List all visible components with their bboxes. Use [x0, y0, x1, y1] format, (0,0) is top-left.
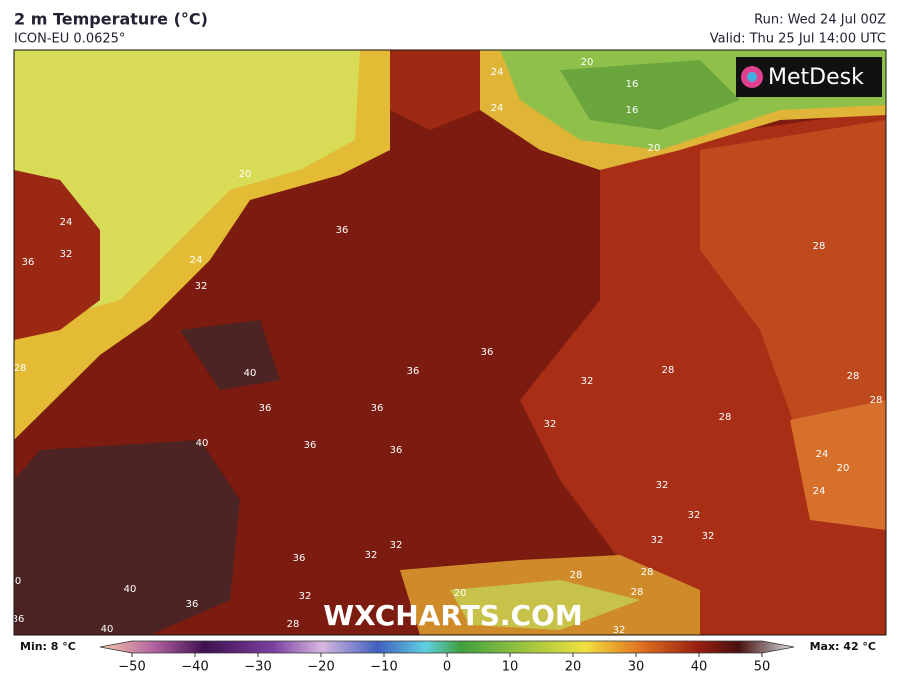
contour-label: 16 [626, 79, 639, 90]
contour-label: 36 [186, 599, 199, 610]
contour-label: 0 [15, 576, 21, 587]
colorbar-tick-label: 40 [691, 660, 708, 675]
contour-label: 32 [702, 531, 715, 542]
contour-label: 40 [101, 624, 114, 635]
colorbar [99, 640, 795, 654]
contour-label: 32 [581, 376, 594, 387]
contour-label: 20 [239, 169, 252, 180]
contour-label: 32 [651, 535, 664, 546]
contour-label: 36 [336, 225, 349, 236]
map-frame [13, 49, 887, 636]
colorbar-tick-label: 30 [628, 660, 645, 675]
contour-label: 40 [124, 584, 137, 595]
colorbar-tick-label: 0 [443, 660, 451, 675]
contour-label: 32 [195, 281, 208, 292]
contour-label: 24 [190, 255, 203, 266]
colorbar-tick-label: −30 [244, 660, 271, 675]
contour-label: 28 [641, 567, 654, 578]
contour-label: 32 [613, 625, 626, 636]
contour-label: 24 [60, 217, 73, 228]
contour-label: 28 [631, 587, 644, 598]
contour-label: 36 [293, 553, 306, 564]
title: 2 m Temperature (°C) [14, 10, 208, 29]
model: ICON-EU 0.0625° [14, 32, 125, 47]
contour-label: 36 [481, 347, 494, 358]
colorbar-tick-label: 50 [754, 660, 771, 675]
contour-label: 28 [847, 371, 860, 382]
colorbar-tick-label: −10 [370, 660, 397, 675]
contour-label: 28 [14, 363, 27, 374]
colorbar-tick-label: −20 [307, 660, 334, 675]
logo-icon-inner [747, 72, 757, 82]
contour-label: 28 [719, 412, 732, 423]
contour-label: 36 [407, 366, 420, 377]
contour-label: 24 [491, 67, 504, 78]
contour-label: 28 [570, 570, 583, 581]
colorbar-tick-label: 10 [502, 660, 519, 675]
min-label: Min: 8 °C [20, 640, 76, 653]
contour-label: 24 [816, 449, 829, 460]
contour-label: 32 [365, 550, 378, 561]
max-label: Max: 42 °C [810, 640, 876, 653]
contour-label: 28 [870, 395, 883, 406]
contour-label: 28 [287, 619, 300, 630]
contour-label: 32 [299, 591, 312, 602]
contour-label: 28 [662, 365, 675, 376]
contour-label: 20 [454, 588, 467, 599]
contour-label: 40 [244, 368, 257, 379]
watermark: WXCHARTS.COM [323, 599, 583, 632]
contour-label: 32 [656, 480, 669, 491]
contour-label: 24 [491, 103, 504, 114]
contour-label: 28 [813, 241, 826, 252]
colorbar-tick-label: −50 [118, 660, 145, 675]
contour-label: 36 [12, 614, 25, 625]
contour-label: 20 [648, 143, 661, 154]
valid-time: Valid: Thu 25 Jul 14:00 UTC [710, 32, 886, 47]
contour-label: 32 [390, 540, 403, 551]
contour-label: 36 [22, 257, 35, 268]
contour-label: 32 [544, 419, 557, 430]
run: Run: Wed 24 Jul 00Z [754, 13, 886, 28]
contour-label: 20 [837, 463, 850, 474]
colorbar-ticks: −50 −40 −30 −20 −10 0 10 20 30 40 50 [118, 653, 770, 675]
contour-label: 20 [581, 57, 594, 68]
contour-label: 16 [626, 105, 639, 116]
contour-label: 32 [60, 249, 73, 260]
colorbar-tick-label: −40 [181, 660, 208, 675]
logo: MetDesk [768, 65, 864, 90]
contour-label: 24 [813, 486, 826, 497]
contour-label: 32 [688, 510, 701, 521]
contour-label: 36 [390, 445, 403, 456]
contour-label: 36 [304, 440, 317, 451]
map [14, 50, 886, 635]
colorbar-tick-label: 20 [565, 660, 582, 675]
contour-label: 40 [196, 438, 209, 449]
contour-label: 36 [371, 403, 384, 414]
contour-label: 36 [259, 403, 272, 414]
